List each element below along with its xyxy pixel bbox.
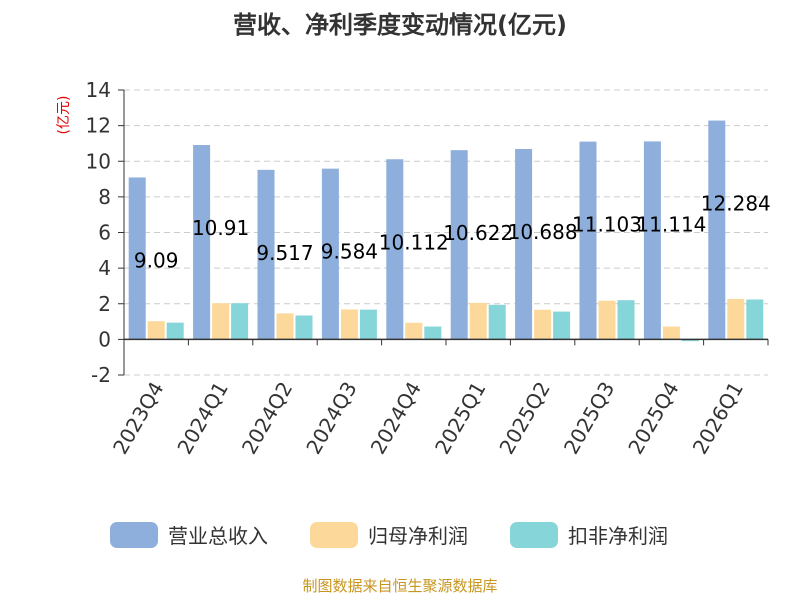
chart-title: 营收、净利季度变动情况(亿元) xyxy=(233,11,567,39)
bar-1-2024Q1 xyxy=(193,145,211,340)
bar-2-2024Q1 xyxy=(212,303,230,340)
x-category-label: 2024Q2 xyxy=(237,378,297,459)
y-tick-label: 10 xyxy=(86,149,111,173)
y-tick-label: 14 xyxy=(86,78,111,102)
bar-3-2024Q2 xyxy=(295,315,313,340)
value-label: 12.284 xyxy=(701,192,771,216)
legend-swatch xyxy=(510,522,558,548)
source-note: 制图数据来自恒生聚源数据库 xyxy=(302,577,497,595)
x-category-label: 2024Q4 xyxy=(366,378,426,459)
bars xyxy=(128,120,764,342)
bar-1-2026Q1 xyxy=(708,120,726,340)
value-label: 9.517 xyxy=(256,241,313,265)
bar-2-2025Q1 xyxy=(469,302,487,340)
bar-1-2023Q4 xyxy=(128,177,146,340)
x-category-label: 2025Q1 xyxy=(430,378,490,459)
x-category-label: 2024Q1 xyxy=(172,378,232,459)
y-tick-label: 2 xyxy=(98,292,111,316)
value-label: 11.103 xyxy=(572,213,642,237)
bar-2-2023Q4 xyxy=(147,321,165,340)
legend-swatch xyxy=(310,522,358,548)
value-label: 10.112 xyxy=(379,230,449,254)
value-label: 10.688 xyxy=(508,220,578,244)
value-label: 9.09 xyxy=(134,248,179,272)
bar-2-2024Q2 xyxy=(276,313,294,340)
bar-3-2025Q2 xyxy=(553,311,571,340)
bar-1-2025Q1 xyxy=(450,150,468,340)
bar-3-2024Q4 xyxy=(424,326,442,340)
bar-3-2024Q1 xyxy=(231,303,249,340)
value-label: 11.114 xyxy=(636,212,706,236)
y-tick-label: 8 xyxy=(98,185,111,209)
bar-2-2025Q4 xyxy=(662,326,680,340)
x-category-label: 2025Q2 xyxy=(494,378,554,459)
x-category-label: 2025Q3 xyxy=(559,378,619,459)
legend-label: 扣非净利润 xyxy=(568,524,668,548)
value-label: 10.91 xyxy=(192,216,249,240)
y-tick-label: 12 xyxy=(86,114,111,138)
bar-3-2025Q1 xyxy=(488,304,506,340)
bar-1-2025Q3 xyxy=(579,141,597,340)
y-tick-label: 4 xyxy=(98,256,111,280)
bar-3-2026Q1 xyxy=(746,299,764,340)
legend: 营业总收入 归母净利润 扣非净利润 xyxy=(110,522,668,548)
bar-2-2024Q4 xyxy=(405,322,423,340)
bar-3-2025Q3 xyxy=(617,300,635,340)
bar-1-2024Q3 xyxy=(321,168,339,340)
legend-label: 营业总收入 xyxy=(168,524,268,548)
bar-1-2024Q4 xyxy=(386,159,404,340)
bar-2-2024Q3 xyxy=(340,309,358,340)
bar-3-2024Q3 xyxy=(359,309,377,340)
bar-1-2025Q2 xyxy=(515,148,533,340)
y-tick-label: 6 xyxy=(98,221,111,245)
legend-label: 归母净利润 xyxy=(368,524,468,548)
x-category-label: 2025Q4 xyxy=(623,378,683,459)
bar-3-2023Q4 xyxy=(166,322,184,340)
y-axis-unit: (亿元) xyxy=(56,96,72,135)
bar-3-2025Q4 xyxy=(681,339,699,342)
value-label: 9.584 xyxy=(321,240,378,264)
y-tick-label: -2 xyxy=(91,363,111,387)
bar-2-2026Q1 xyxy=(727,298,745,340)
bar-1-2025Q4 xyxy=(643,141,661,340)
x-category-label: 2023Q4 xyxy=(108,378,168,459)
value-label: 10.622 xyxy=(443,221,513,245)
legend-swatch xyxy=(110,522,158,548)
bar-2-2025Q2 xyxy=(534,309,552,340)
bar-2-2025Q3 xyxy=(598,300,616,340)
y-tick-label: 0 xyxy=(98,327,111,351)
grid-lines xyxy=(124,89,768,376)
x-category-label: 2026Q1 xyxy=(688,378,748,459)
bar-1-2024Q2 xyxy=(257,169,275,340)
x-category-label: 2024Q3 xyxy=(301,378,361,459)
